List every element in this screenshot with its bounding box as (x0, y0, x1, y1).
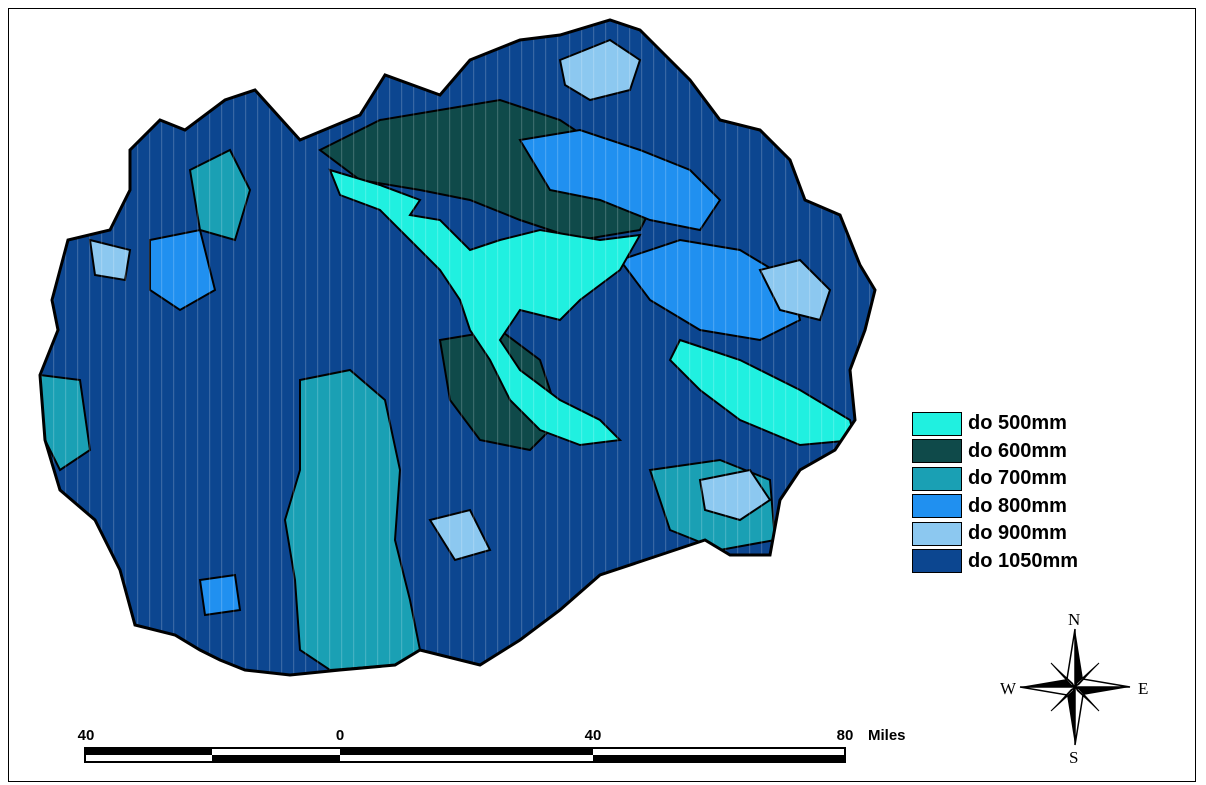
legend-label: do 500mm (968, 412, 1067, 435)
legend-item: do 600mm (912, 438, 1078, 466)
compass-west-label: W (1000, 679, 1017, 698)
legend-swatch (912, 494, 962, 519)
legend-swatch (912, 466, 962, 491)
compass-south-label: S (1069, 748, 1079, 767)
legend-label: do 1050mm (968, 549, 1079, 572)
compass-north-label: N (1068, 610, 1081, 629)
legend-label: do 900mm (968, 522, 1067, 545)
legend-item: do 700mm (912, 465, 1078, 493)
legend: do 500mm do 600mm do 700mm do 800mm do 9… (912, 410, 1078, 575)
legend-item: do 500mm (912, 410, 1078, 438)
country-outline (38, 18, 877, 677)
legend-label: do 600mm (968, 439, 1067, 462)
scale-tick-label: 40 (584, 727, 602, 744)
legend-swatch (912, 411, 962, 436)
legend-swatch (912, 439, 962, 464)
legend-label: do 800mm (968, 494, 1067, 517)
legend-item: do 800mm (912, 493, 1078, 521)
legend-item: do 900mm (912, 520, 1078, 548)
legend-swatch (912, 521, 962, 546)
scale-tick-label: 0 (335, 727, 345, 744)
legend-item: do 1050mm (912, 548, 1078, 576)
scale-tick-label: 40 (77, 727, 95, 744)
legend-label: do 700mm (968, 467, 1067, 490)
scale-tick-label: 80 (836, 727, 854, 744)
scale-units: Miles (868, 727, 906, 744)
legend-swatch (912, 549, 962, 574)
scale-bar (84, 747, 846, 763)
compass-rose (1019, 628, 1131, 746)
compass-east-label: E (1138, 679, 1149, 698)
